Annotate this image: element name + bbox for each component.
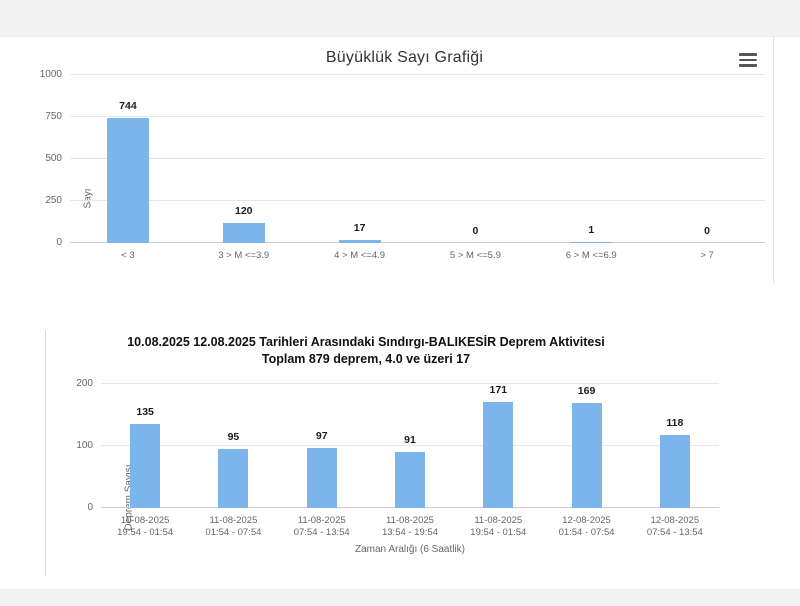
bar[interactable]: [659, 435, 690, 508]
y-tick-label: 500: [45, 153, 62, 164]
x-tick-line: 6 > M <=6.9: [565, 250, 617, 261]
bar[interactable]: [130, 424, 161, 508]
y-tick-label: 100: [76, 440, 93, 451]
bar[interactable]: [106, 118, 149, 243]
bar-value-label: 120: [234, 205, 253, 217]
bar-value-label: 91: [404, 434, 416, 446]
y-tick-label: 200: [76, 378, 93, 389]
x-tick-line: 01:54 - 07:54: [558, 527, 615, 538]
x-tick-line: 11-08-2025: [474, 515, 523, 526]
x-tick-line: 11-08-2025: [386, 515, 434, 526]
bar-value-label: 97: [315, 430, 328, 442]
gridline: [70, 200, 765, 201]
x-tick-label: 11-08-2025 13:54 - 19:54: [366, 515, 454, 539]
gridline: [70, 116, 765, 117]
x-tick-label: 3 > M <=3.9: [186, 250, 302, 262]
bar-value-label: 169: [577, 385, 596, 397]
x-tick-label: 4 > M <=4.9: [302, 250, 418, 262]
bar-value-label: 17: [353, 222, 366, 234]
x-tick-line: 3 > M <=3.9: [218, 250, 270, 261]
chart-title: Büyüklük Sayı Grafiği: [325, 49, 484, 66]
bar-value-label: 95: [227, 431, 240, 443]
x-tick-line: 12-08-2025: [650, 515, 700, 526]
gridline: [70, 158, 765, 159]
x-axis-line: [70, 242, 765, 243]
x-tick-line: 10-08-2025: [120, 515, 170, 526]
chart-subtitle: Toplam 879 deprem, 4.0 ve üzeri 17: [261, 352, 471, 366]
x-tick-label: 5 > M <=5.9: [418, 250, 534, 262]
activity-chart-panel: 10.08.2025 12.08.2025 Tarihleri Arasında…: [45, 330, 761, 576]
y-tick-label: 0: [56, 237, 62, 248]
x-tick-line: 11-08-2025: [209, 515, 258, 526]
x-tick-label: 10-08-2025 19:54 - 01:54: [101, 515, 189, 539]
bar[interactable]: [571, 403, 602, 508]
bar-value-label: 135: [136, 406, 154, 418]
gridline: [101, 445, 719, 446]
x-tick-line: 12-08-2025: [562, 515, 611, 526]
x-tick-line: 13:54 - 19:54: [381, 527, 438, 538]
x-tick-line: 07:54 - 13:54: [646, 527, 703, 538]
magnitude-chart-panel: Büyüklük Sayı Grafiği Sayı 0 250 500 750 100…: [36, 37, 774, 283]
bar[interactable]: [218, 449, 249, 508]
x-tick-label: > 7: [649, 250, 765, 262]
x-tick-line: 11-08-2025: [297, 515, 346, 526]
hamburger-menu-icon[interactable]: [739, 53, 757, 67]
bar-value-label: 744: [119, 100, 137, 112]
gridline: [101, 383, 719, 384]
y-tick-label: 0: [87, 502, 93, 513]
x-tick-line: 19:54 - 01:54: [117, 527, 174, 538]
y-tick-label: 250: [45, 195, 62, 206]
x-tick-line: > 7: [700, 250, 714, 261]
y-axis-title: Sayı: [82, 188, 94, 209]
bar[interactable]: [222, 223, 265, 243]
y-tick-label: 750: [45, 111, 62, 122]
menu-bar: [739, 53, 757, 56]
bar-value-label: 0: [472, 225, 479, 237]
y-tick-label: 1000: [39, 69, 62, 80]
bar[interactable]: [338, 240, 381, 243]
x-tick-label: 11-08-2025 01:54 - 07:54: [189, 515, 277, 539]
x-tick-label: 11-08-2025 19:54 - 01:54: [454, 515, 542, 539]
bar-value-label: 118: [666, 417, 684, 429]
bar[interactable]: [483, 402, 514, 508]
chart-title-block: 10.08.2025 12.08.2025 Tarihleri Arasında…: [46, 334, 686, 368]
chart-title: 10.08.2025 12.08.2025 Tarihleri Arasında…: [127, 335, 605, 349]
plot-area: Sayı 0 250 500 750 1000 744 < 3 120 3 > M <=3.9 1…: [40, 69, 765, 261]
x-tick-label: 11-08-2025 07:54 - 13:54: [278, 515, 366, 539]
bar[interactable]: [570, 242, 613, 243]
gridline: [70, 74, 765, 75]
menu-bar: [739, 64, 757, 67]
x-tick-line: 4 > M <=4.9: [334, 250, 386, 261]
x-tick-line: < 3: [121, 250, 135, 261]
x-tick-line: 01:54 - 07:54: [205, 527, 262, 538]
menu-bar: [739, 58, 757, 62]
bar[interactable]: [395, 452, 425, 508]
x-tick-label: 12-08-2025 01:54 - 07:54: [542, 515, 630, 539]
plot-area: Deprem Sayısı Zaman Aralığı (6 Saatlik) …: [76, 378, 719, 555]
x-tick-line: 07:54 - 13:54: [293, 527, 350, 538]
bar-value-label: 171: [489, 384, 508, 396]
bar-value-label: 0: [704, 225, 710, 237]
x-tick-label: < 3: [70, 250, 186, 262]
x-axis-title: Zaman Aralığı (6 Saatlik): [354, 544, 466, 555]
x-tick-line: 5 > M <=5.9: [449, 250, 501, 261]
bar-value-label: 1: [588, 224, 595, 236]
bar[interactable]: [306, 448, 337, 508]
x-tick-line: 19:54 - 01:54: [470, 527, 527, 538]
x-tick-label: 6 > M <=6.9: [533, 250, 649, 262]
x-tick-label: 12-08-2025 07:54 - 13:54: [631, 515, 719, 539]
